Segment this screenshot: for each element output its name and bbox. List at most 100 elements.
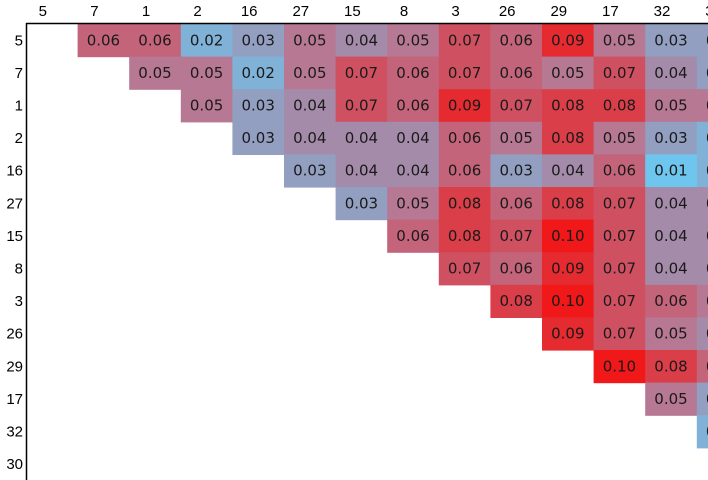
y-tick-label: 1 — [15, 98, 23, 115]
cell-value-label: 0.05 — [293, 31, 326, 49]
cell-value-label: 0.04 — [654, 260, 687, 278]
y-tick-label: 2 — [15, 130, 23, 147]
cell-value-label: 0.03 — [293, 162, 326, 180]
y-tick-label: 16 — [6, 163, 23, 180]
heatmap-cell — [387, 89, 440, 123]
cell-value-label: 0.04 — [293, 129, 326, 147]
cell-value-label: 0.05 — [190, 64, 223, 82]
cell-value-label: 0.02 — [706, 423, 708, 441]
heatmap-cell — [645, 154, 698, 188]
y-tick-label: 27 — [6, 195, 23, 212]
heatmap-cell — [438, 154, 491, 188]
y-tick-label: 30 — [6, 456, 23, 473]
cell-value-label: 0.07 — [345, 64, 378, 82]
cell-value-label: 0.09 — [551, 325, 584, 343]
cell-value-label: 0.05 — [499, 129, 532, 147]
cell-value-label: 0.01 — [654, 162, 687, 180]
heatmap-cell — [490, 187, 543, 221]
cell-value-label: 0.04 — [551, 162, 584, 180]
heatmap-cell — [696, 56, 708, 90]
heatmap-cell — [180, 56, 233, 90]
heatmap-cell — [542, 121, 595, 155]
cell-value-label: 0.04 — [706, 194, 708, 212]
cell-value-label: 0.09 — [448, 97, 481, 115]
heatmap-cell — [696, 89, 708, 123]
x-tick-label: 5 — [39, 3, 47, 20]
heatmap-cell — [490, 56, 543, 90]
heatmap-cell — [542, 219, 595, 253]
heatmap-cell — [645, 187, 698, 221]
heatmap-cell — [696, 24, 708, 58]
heatmap-cell — [542, 24, 595, 58]
cell-value-label: 0.06 — [499, 260, 532, 278]
cell-value-label: 0.05 — [654, 325, 687, 343]
heatmap-cell — [284, 56, 337, 90]
heatmap-cell — [542, 187, 595, 221]
x-tick-label: 26 — [499, 3, 516, 20]
heatmap-cell — [645, 284, 698, 318]
cell-value-label: 0.07 — [603, 227, 636, 245]
heatmap-cell — [180, 89, 233, 123]
heatmap-cell — [696, 350, 708, 384]
x-tick-label: 16 — [241, 3, 258, 20]
heatmap-cell — [438, 121, 491, 155]
heatmap-cell — [438, 252, 491, 286]
heatmap-cell — [232, 89, 285, 123]
heatmap-cell — [645, 24, 698, 58]
cell-value-label: 0.05 — [654, 97, 687, 115]
heatmap-cell — [490, 24, 543, 58]
heatmap-cell — [593, 284, 646, 318]
cell-value-label: 0.08 — [551, 97, 584, 115]
heatmap-cell — [542, 317, 595, 351]
x-tick-label: 27 — [292, 3, 309, 20]
heatmap-cell — [284, 154, 337, 188]
cell-value-label: 0.04 — [345, 129, 378, 147]
heatmap-cell — [696, 219, 708, 253]
cell-value-label: 0.05 — [551, 64, 584, 82]
cell-value-label: 0.10 — [551, 227, 584, 245]
heatmap-cell — [129, 24, 182, 58]
y-tick-label: 29 — [6, 358, 23, 375]
y-tick-label: 5 — [15, 32, 23, 49]
heatmap-cell — [593, 56, 646, 90]
cell-value-label: 0.08 — [654, 357, 687, 375]
heatmap-cell — [387, 121, 440, 155]
heatmap-cell — [696, 187, 708, 221]
heatmap-cell — [645, 382, 698, 416]
heatmap-cell — [387, 24, 440, 58]
cell-value-label: 0.07 — [448, 64, 481, 82]
x-tick-label: 8 — [400, 3, 408, 20]
cell-value-label: 0.02 — [241, 64, 274, 82]
heatmap-cell — [542, 154, 595, 188]
heatmap-cell — [77, 24, 130, 58]
heatmap-cell — [490, 89, 543, 123]
cell-value-label: 0.03 — [654, 31, 687, 49]
heatmap-cell — [490, 284, 543, 318]
heatmap-cell — [232, 121, 285, 155]
heatmap-cell — [696, 415, 708, 449]
heatmap-cell — [387, 56, 440, 90]
heatmap-cell — [387, 187, 440, 221]
cell-value-label: 0.06 — [396, 227, 429, 245]
heatmap-cell — [284, 121, 337, 155]
x-tick-label: 32 — [654, 3, 671, 20]
heatmap-cell — [490, 219, 543, 253]
heatmap-cell — [232, 24, 285, 58]
cell-value-label: 0.07 — [603, 194, 636, 212]
cell-value-label: 0.03 — [345, 194, 378, 212]
cell-value-label: 0.06 — [396, 97, 429, 115]
y-tick-label: 15 — [6, 228, 23, 245]
y-tick-label: 17 — [6, 391, 23, 408]
heatmap-cell — [593, 187, 646, 221]
heatmap-cell — [490, 252, 543, 286]
heatmap-cell — [387, 219, 440, 253]
heatmap-cell — [645, 89, 698, 123]
heatmap-cell — [593, 89, 646, 123]
cell-value-label: 0.04 — [345, 31, 378, 49]
cell-value-label: 0.03 — [706, 31, 708, 49]
heatmap-cell — [542, 284, 595, 318]
heatmap-cell — [490, 121, 543, 155]
y-tick-label: 3 — [15, 293, 23, 310]
cell-value-label: 0.07 — [448, 31, 481, 49]
heatmap-cell — [232, 56, 285, 90]
